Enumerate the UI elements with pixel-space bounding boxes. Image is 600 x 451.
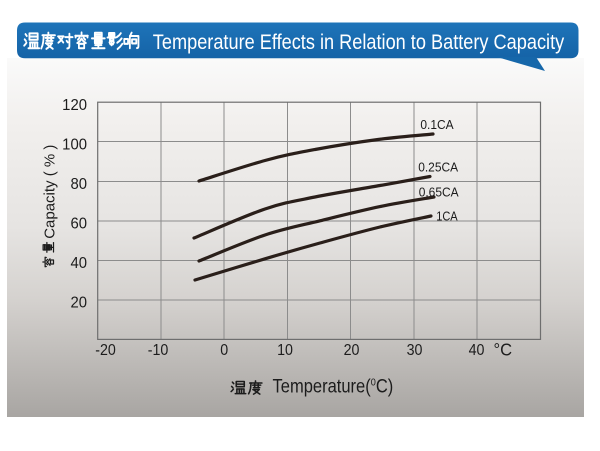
svg-text:120: 120 — [62, 97, 87, 115]
svg-text:20: 20 — [344, 343, 360, 360]
svg-text:100: 100 — [62, 136, 87, 154]
svg-text:°C: °C — [494, 339, 513, 360]
svg-text:20: 20 — [70, 294, 87, 312]
svg-text:Temperature Effects in Relatio: Temperature Effects in Relation to Batte… — [153, 31, 564, 55]
svg-text:Capacity ( % ): Capacity ( % ) — [41, 145, 58, 239]
svg-text:40: 40 — [469, 343, 485, 360]
svg-text:0: 0 — [220, 343, 228, 360]
svg-text:-10: -10 — [148, 343, 169, 360]
svg-text:40: 40 — [70, 255, 87, 273]
svg-text:-20: -20 — [95, 343, 116, 360]
svg-text:Temperature(0C): Temperature(0C) — [273, 375, 394, 396]
svg-text:60: 60 — [70, 215, 87, 233]
svg-text:10: 10 — [277, 343, 293, 360]
svg-text:80: 80 — [70, 176, 87, 194]
svg-text:30: 30 — [407, 343, 423, 360]
svg-text:0.65CA: 0.65CA — [419, 185, 460, 200]
svg-text:1CA: 1CA — [436, 208, 458, 223]
svg-text:0.1CA: 0.1CA — [420, 118, 454, 133]
svg-text:0.25CA: 0.25CA — [418, 160, 459, 175]
